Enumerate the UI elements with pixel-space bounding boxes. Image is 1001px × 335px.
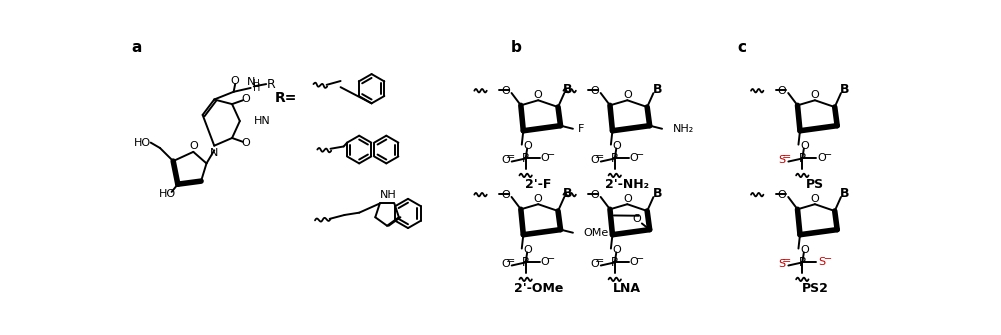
Text: PS: PS [806,178,824,191]
Text: PS2: PS2 [802,282,828,295]
Text: HN: HN [254,116,270,126]
Text: O: O [500,190,510,200]
Text: 2'-F: 2'-F [525,178,552,191]
Text: HO: HO [159,189,176,199]
Text: =: = [595,256,604,266]
Text: −: − [824,254,832,264]
Text: O: O [524,245,533,255]
Text: b: b [511,41,522,55]
Text: P: P [799,256,806,269]
Text: P: P [799,152,806,165]
Text: =: = [595,152,604,162]
Text: −: − [824,150,832,160]
Text: HO: HO [133,138,151,148]
Text: O: O [241,94,250,105]
Text: −: − [548,254,556,264]
Text: a: a [131,41,142,55]
Text: O: O [534,194,543,204]
Text: O: O [231,76,239,86]
Text: O: O [778,86,787,96]
Text: −: − [548,150,556,160]
Text: c: c [738,41,747,55]
Text: O: O [630,257,639,267]
Text: R: R [266,78,275,90]
Text: N: N [210,148,218,158]
Text: O: O [502,259,510,269]
Text: O: O [502,155,510,165]
Text: B: B [564,187,573,200]
Text: O: O [591,259,599,269]
Text: R=: R= [274,91,297,105]
Text: O: O [800,141,809,151]
Text: S: S [779,259,786,269]
Text: S: S [818,257,825,267]
Text: 2'-NH₂: 2'-NH₂ [606,178,650,191]
Text: P: P [523,256,530,269]
Text: P: P [523,152,530,165]
Text: P: P [612,256,619,269]
Text: O: O [800,245,809,255]
Text: O: O [190,141,198,151]
Text: S: S [779,155,786,165]
Text: N: N [246,77,255,87]
Text: O: O [591,190,599,200]
Text: OMe: OMe [584,228,609,238]
Text: H: H [252,79,258,88]
Text: O: O [241,138,250,148]
Text: B: B [840,187,850,200]
Text: O: O [613,245,622,255]
Text: O: O [811,194,819,204]
Text: O: O [632,214,641,224]
Text: O: O [591,86,599,96]
Text: =: = [782,256,792,266]
Text: =: = [506,256,515,266]
Text: B: B [653,83,662,96]
Text: 2'-OMe: 2'-OMe [514,282,563,295]
Text: B: B [653,187,662,200]
Text: P: P [612,152,619,165]
Text: H: H [253,83,260,93]
Text: O: O [623,194,632,204]
Text: =: = [506,152,515,162]
Text: O: O [534,90,543,100]
Text: O: O [500,86,510,96]
Text: B: B [564,83,573,96]
Text: NH₂: NH₂ [673,124,694,134]
Text: LNA: LNA [614,282,642,295]
Text: −: − [637,150,645,160]
Text: =: = [782,152,792,162]
Text: F: F [578,124,584,134]
Text: −: − [637,254,645,264]
Text: O: O [591,155,599,165]
Text: O: O [630,153,639,163]
Text: B: B [840,83,850,96]
Text: NH: NH [380,190,397,200]
Text: O: O [524,141,533,151]
Text: O: O [811,90,819,100]
Text: O: O [613,141,622,151]
Text: O: O [623,90,632,100]
Text: O: O [818,153,826,163]
Text: O: O [541,153,550,163]
Text: O: O [778,190,787,200]
Text: O: O [541,257,550,267]
